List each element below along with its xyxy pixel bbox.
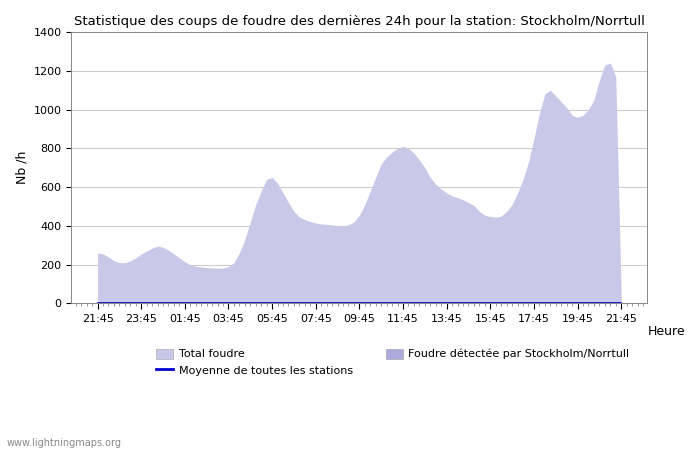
Text: Heure: Heure [648, 325, 685, 338]
Legend: Total foudre, Moyenne de toutes les stations, Foudre détectée par Stockholm/Norr: Total foudre, Moyenne de toutes les stat… [152, 344, 634, 380]
Title: Statistique des coups de foudre des dernières 24h pour la station: Stockholm/Nor: Statistique des coups de foudre des dern… [74, 15, 645, 28]
Y-axis label: Nb /h: Nb /h [15, 151, 28, 184]
Text: www.lightningmaps.org: www.lightningmaps.org [7, 438, 122, 448]
